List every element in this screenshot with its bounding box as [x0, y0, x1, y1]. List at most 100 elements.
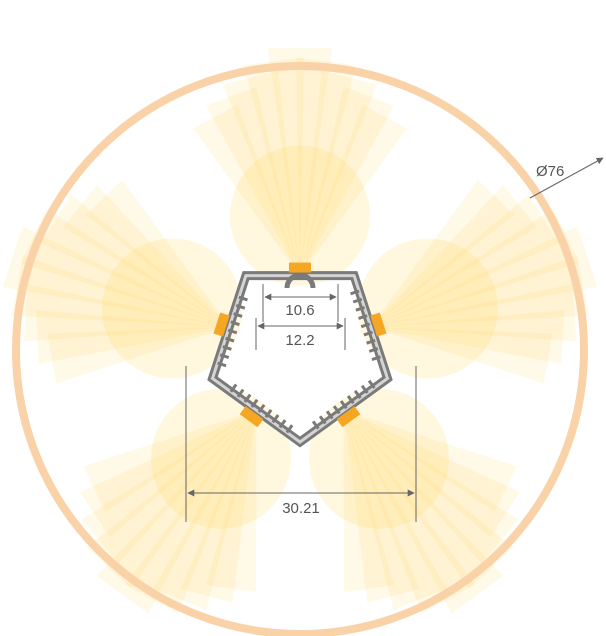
heatsink-fin	[236, 388, 245, 398]
light-ray	[80, 410, 257, 538]
heatsink-fin	[278, 419, 287, 429]
heatsink-fin	[229, 383, 238, 393]
light-ray	[243, 57, 304, 276]
light-ray	[300, 86, 395, 276]
light-ray	[180, 410, 257, 603]
profile-width-dimension: 30.21	[185, 366, 417, 522]
heatsink-fin	[318, 415, 327, 425]
heatsink-fin	[233, 312, 243, 318]
heatsink-fin	[235, 303, 246, 310]
heatsink-fin	[225, 336, 235, 343]
led-chip-1	[289, 262, 311, 273]
light-glow	[102, 238, 243, 379]
heatsink-fin	[346, 395, 355, 405]
led-chip-2	[370, 312, 387, 337]
light-ray	[343, 410, 514, 589]
light-ray	[343, 410, 504, 614]
heatsink-fin	[230, 320, 240, 327]
heatsink-fin	[352, 297, 363, 304]
heatsink-fin	[366, 338, 376, 345]
heatsink-fin	[360, 322, 371, 329]
heatsink-fin	[332, 405, 341, 415]
outer-slot-dimension: 12.2	[255, 318, 346, 350]
beam-group-3	[309, 388, 520, 614]
light-ray	[370, 208, 580, 327]
light-ray	[296, 57, 357, 276]
heatsink-fin	[264, 409, 273, 419]
led-chip-5	[213, 312, 230, 337]
heatsink-fin	[325, 410, 334, 420]
light-glow	[230, 145, 370, 286]
heatsink-fin	[271, 414, 280, 424]
heatsink-fin	[350, 289, 360, 296]
light-ray	[370, 256, 589, 327]
light-ray	[267, 47, 333, 276]
light-ray	[206, 410, 257, 593]
light-ray	[83, 410, 257, 512]
light-ray	[81, 410, 257, 564]
heatsink-fin	[353, 389, 362, 400]
light-ray	[343, 410, 394, 593]
light-ray	[370, 185, 538, 327]
heatsink-fin	[257, 403, 266, 414]
light-ray	[96, 410, 257, 614]
outer-diameter-ring	[12, 62, 588, 636]
light-ray	[370, 327, 553, 384]
heatsink-fin	[355, 306, 365, 312]
light-ray	[20, 208, 230, 327]
light-ray	[300, 104, 407, 276]
light-beams	[2, 47, 598, 614]
light-ray	[300, 70, 378, 276]
heatsink-fin	[360, 384, 369, 394]
led-chip-3	[336, 406, 361, 428]
light-ray	[125, 410, 257, 614]
light-ray	[35, 310, 230, 365]
light-ray	[11, 256, 230, 327]
heatsink-fin	[358, 314, 368, 320]
light-ray	[343, 410, 420, 603]
inner-slot-label: 10.6	[285, 302, 314, 319]
beam-group-1	[193, 47, 407, 286]
diameter-label: Ø76	[536, 163, 564, 180]
light-ray	[41, 194, 230, 327]
heatsink-fin	[217, 361, 227, 368]
heatsink-fin	[371, 355, 381, 362]
light-ray	[370, 226, 598, 327]
light-ray	[343, 410, 517, 512]
light-glow	[357, 238, 498, 379]
heatsink-fin	[238, 295, 248, 302]
beam-group-2	[357, 179, 598, 384]
diffuser-outline	[210, 274, 390, 444]
heatsink-fin	[219, 353, 230, 359]
light-ray	[23, 284, 230, 342]
light-ray	[370, 284, 577, 342]
beam-group-5	[2, 179, 243, 384]
profile-width-label: 30.21	[282, 500, 320, 517]
heatsink-fin	[311, 420, 320, 430]
heatsink-fin	[367, 379, 376, 389]
heatsink-fin	[368, 347, 379, 353]
heatsink-fin	[285, 424, 294, 434]
light-ray	[86, 410, 257, 589]
led-chip-4	[239, 406, 264, 428]
light-ray	[205, 86, 300, 276]
aluminium-profile	[207, 271, 393, 448]
light-ray	[370, 310, 565, 365]
light-ray	[343, 410, 520, 538]
heatsink-fin	[339, 400, 348, 410]
light-ray	[85, 179, 230, 327]
light-ray	[343, 410, 447, 611]
light-ray	[153, 410, 257, 611]
mounting-clip	[284, 272, 316, 289]
heatsink-fin	[363, 330, 373, 337]
heatsink-fin	[222, 345, 232, 351]
light-ray	[2, 226, 230, 327]
light-ray	[343, 410, 475, 614]
light-ray	[343, 410, 519, 564]
light-ray	[370, 179, 515, 327]
led-strips	[213, 262, 387, 428]
light-ray	[47, 327, 230, 384]
light-ray	[222, 70, 300, 276]
heatsink-fin	[250, 398, 259, 408]
